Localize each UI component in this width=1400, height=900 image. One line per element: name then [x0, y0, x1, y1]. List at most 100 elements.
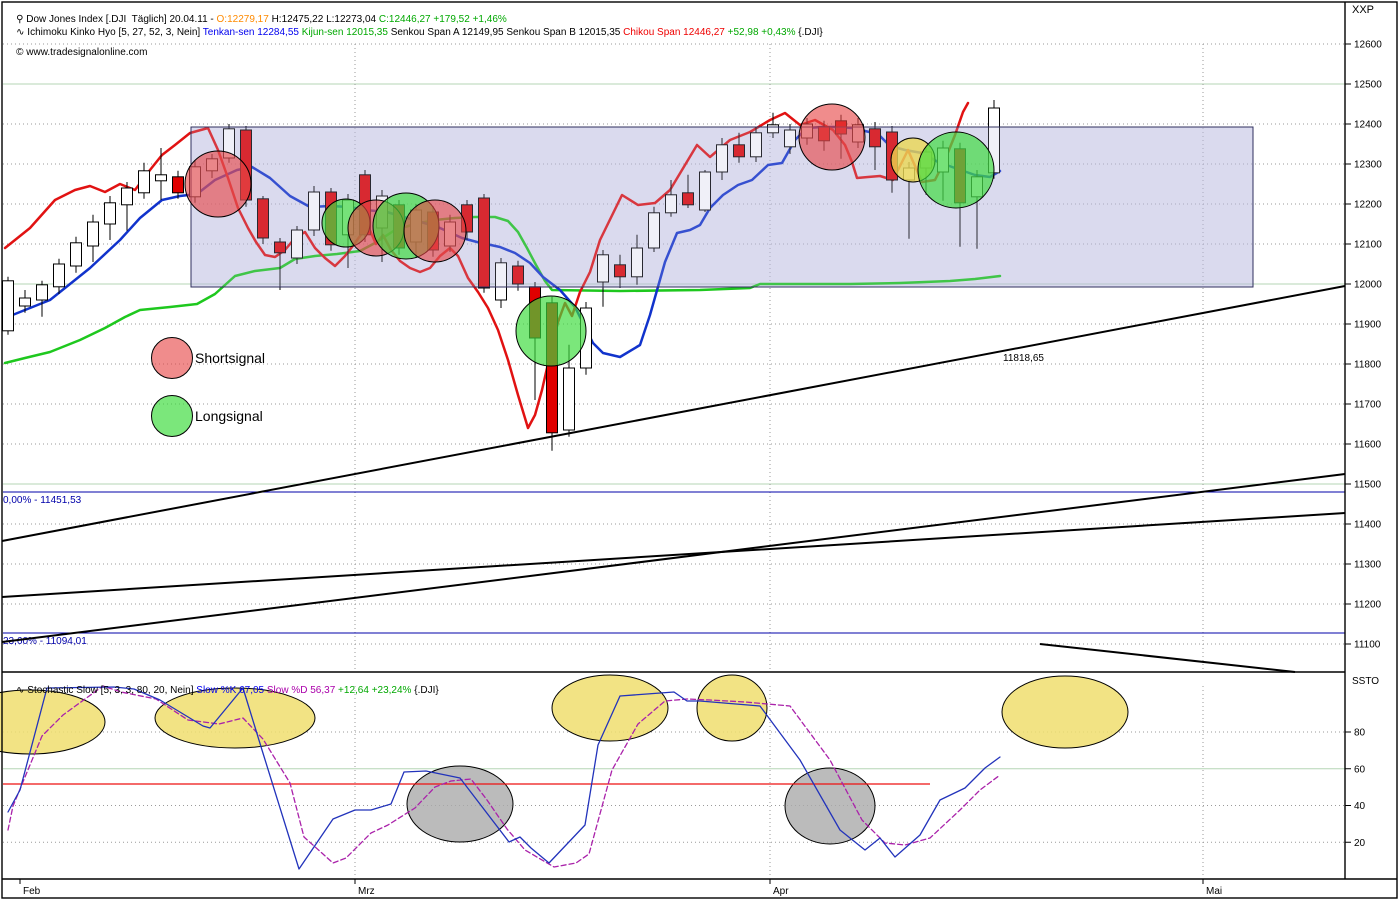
short-signal-circle [798, 103, 866, 171]
stoch-grey-ellipse [406, 765, 514, 843]
candle-up [750, 132, 762, 158]
chikou-value: Chikou Span 12446,27 [623, 27, 728, 38]
candle-down [512, 265, 524, 285]
trendline [1, 285, 1346, 542]
candle-up [138, 170, 150, 194]
candle-down [733, 144, 745, 158]
long-signal-icon [151, 395, 193, 437]
month-label: Feb [23, 886, 41, 897]
price-tick-label: 11300 [1354, 560, 1382, 571]
stoch-yellow-ellipse [1001, 675, 1129, 749]
tenkan-value: Tenkan-sen 12284,55 [202, 27, 302, 38]
ichimoku-title: Ichimoku Kinko Hyo [5, 27, 52, 3, Nein] [27, 27, 203, 38]
axis-corner-label: XXP [1352, 4, 1375, 16]
candle-down [614, 264, 626, 278]
slow-k-line [7, 686, 1001, 870]
instrument-title: Dow Jones Index [.DJI Täglich] 20.04.11 … [26, 14, 217, 25]
stoch-change: +12,64 +23,24% [338, 685, 415, 696]
price-tick-label: 12600 [1354, 40, 1382, 51]
open-value: O:12279,17 [216, 14, 269, 25]
slow-k-value: Slow %K 67,05 [196, 685, 267, 696]
price-tick-label: 11600 [1354, 440, 1382, 451]
kijun-value: Kijun-sen 12015,35 [301, 27, 391, 38]
slow-d-value: Slow %D 56,37 [266, 685, 339, 696]
candle-up [155, 174, 167, 182]
stoch-tick-label: 20 [1354, 838, 1366, 849]
stoch-yellow-ellipse [154, 687, 316, 749]
candle-up [699, 171, 711, 211]
candle-down [172, 176, 184, 194]
price-tick-label: 12200 [1354, 200, 1382, 211]
fib-label: 23,60% - 11094,01 [3, 636, 87, 647]
price-tick-label: 12400 [1354, 120, 1382, 131]
symbol-suffix: {.DJI} [798, 27, 823, 38]
long-signal-circle [917, 131, 995, 209]
trendline [1, 473, 1346, 643]
ichimoku-change: +52,98 +0,43% [727, 27, 799, 38]
trendline [1039, 643, 1296, 673]
stoch-yellow-ellipse [551, 674, 669, 742]
indicator-icon[interactable]: ∿ [16, 685, 25, 696]
candle-up [2, 280, 14, 332]
instrument-header: ⚲ Dow Jones Index [.DJI Täglich] 20.04.1… [5, 3, 507, 36]
slow-d-line [7, 685, 1001, 868]
stoch-yellow-ellipse [696, 674, 768, 742]
trendline-value-label: 11818,65 [1003, 353, 1044, 364]
price-tick-label: 11500 [1354, 480, 1382, 491]
candle-up [597, 254, 609, 283]
price-tick-label: 12000 [1354, 280, 1382, 291]
candle-up [767, 124, 779, 134]
price-tick-label: 11800 [1354, 360, 1382, 371]
candle-down [682, 192, 694, 206]
candle-up [308, 191, 320, 231]
watermark: © www.tradesignalonline.com [5, 36, 147, 69]
candle-up [784, 129, 796, 148]
price-tick-label: 12300 [1354, 160, 1382, 171]
candle-up [665, 194, 677, 214]
candle-down [257, 198, 269, 239]
copyright-link[interactable]: © www.tradesignalonline.com [16, 47, 148, 58]
candle-up [631, 247, 643, 278]
legend-long-row: Longsignal [151, 395, 265, 437]
price-tick-label: 11400 [1354, 520, 1382, 531]
pin-icon[interactable]: ⚲ [16, 14, 24, 25]
candle-up [36, 284, 48, 301]
stochastic-title: Stochastic Slow [5, 3, 3, 80, 20, Nein] [27, 685, 197, 696]
fib-label: 0,00% - 11451,53 [3, 495, 82, 506]
stoch-tick-label: 40 [1354, 801, 1366, 812]
long-signal-label: Longsignal [195, 408, 263, 424]
candle-up [716, 144, 728, 173]
close-value: C:12446,27 +179,52 +1,46% [378, 14, 507, 25]
candle-up [53, 263, 65, 288]
price-tick-label: 11100 [1354, 640, 1381, 651]
short-signal-circle [184, 150, 252, 218]
stoch-tick-label: 80 [1354, 728, 1366, 739]
stoch-tick-label: 60 [1354, 764, 1366, 775]
indicator-icon[interactable]: ∿ [16, 27, 25, 38]
senkou-values: Senkou Span A 12149,95 Senkou Span B 120… [390, 27, 624, 38]
candle-up [104, 202, 116, 225]
candle-up [495, 262, 507, 301]
trendline [1, 512, 1346, 598]
short-signal-icon [151, 337, 193, 379]
price-tick-label: 11900 [1354, 320, 1382, 331]
price-tick-label: 12500 [1354, 80, 1382, 91]
ichimoku-header: ∿ Ichimoku Kinko Hyo [5, 27, 52, 3, Nein… [5, 16, 823, 49]
stoch-axis-label: SSTO [1352, 676, 1380, 687]
candle-up [70, 242, 82, 267]
candle-up [87, 221, 99, 247]
stoch-grey-ellipse [784, 767, 876, 845]
candle-down [478, 197, 490, 289]
candle-down [869, 128, 881, 148]
month-label: Mrz [358, 886, 375, 897]
signal-legend: Shortsignal Longsignal [151, 337, 265, 454]
stochastic-header: ∿ Stochastic Slow [5, 3, 3, 80, 20, Nein… [5, 674, 439, 707]
symbol-suffix: {.DJI} [414, 685, 439, 696]
candle-up [291, 229, 303, 259]
candle-up [19, 297, 31, 307]
candle-up [121, 187, 133, 206]
price-tick-label: 11200 [1354, 600, 1382, 611]
high-low-values: H:12475,22 L:12273,04 [268, 14, 379, 25]
